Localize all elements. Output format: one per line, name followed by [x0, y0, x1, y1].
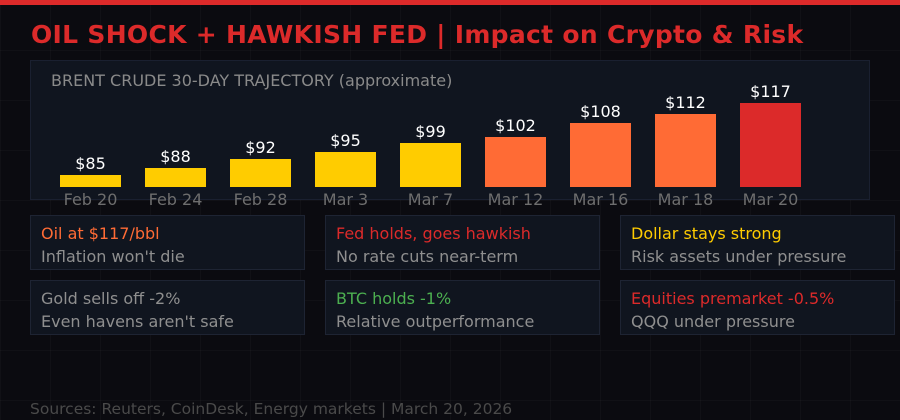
bar-value-label: $117: [750, 82, 791, 101]
bar-value-label: $102: [495, 116, 536, 135]
bar-mar-16: [570, 123, 631, 187]
bar-mar-3: [315, 152, 376, 187]
card-headline: Equities premarket -0.5%: [631, 289, 835, 308]
sources-footer: Sources: Reuters, CoinDesk, Energy marke…: [30, 400, 513, 418]
impact-card: Gold sells off -2% Even havens aren't saf…: [30, 280, 305, 335]
card-subtext: Even havens aren't safe: [41, 312, 234, 331]
card-subtext: Relative outperformance: [336, 312, 535, 331]
impact-card: Fed holds, goes hawkish No rate cuts near…: [325, 215, 600, 270]
card-subtext: No rate cuts near-term: [336, 247, 519, 266]
impact-card: Equities premarket -0.5% QQQ under pressu…: [620, 280, 895, 335]
x-axis-label: Mar 3: [322, 190, 369, 209]
bar-value-label: $95: [330, 131, 361, 150]
top-accent-bar: [0, 0, 900, 5]
bar-mar-20: [740, 103, 801, 187]
card-subtext: Risk assets under pressure: [631, 247, 847, 266]
bar-feb-28: [230, 159, 291, 187]
x-axis-label: Mar 16: [572, 190, 629, 209]
card-subtext: QQQ under pressure: [631, 312, 795, 331]
page-title: OIL SHOCK + HAWKISH FED | Impact on Cryp…: [31, 20, 804, 49]
card-headline: Fed holds, goes hawkish: [336, 224, 531, 243]
bar-value-label: $112: [665, 93, 706, 112]
x-axis-label: Mar 7: [407, 190, 454, 209]
x-axis-label: Feb 24: [148, 190, 203, 209]
x-axis-label: Mar 12: [487, 190, 544, 209]
bar-value-label: $92: [245, 138, 276, 157]
bar-mar-12: [485, 137, 546, 187]
brent-chart-panel: BRENT CRUDE 30-DAY TRAJECTORY (approxima…: [30, 60, 870, 209]
card-headline: Dollar stays strong: [631, 224, 782, 243]
x-axis-label: Mar 18: [657, 190, 714, 209]
impact-card: BTC holds -1% Relative outperformance: [325, 280, 600, 335]
impact-card: Dollar stays strong Risk assets under pre…: [620, 215, 895, 270]
bar-value-label: $99: [415, 122, 446, 141]
bar-mar-7: [400, 143, 461, 187]
bar-value-label: $108: [580, 102, 621, 121]
x-axis-label: Feb 28: [233, 190, 288, 209]
x-axis-label: Feb 20: [63, 190, 118, 209]
x-axis-label: Mar 20: [742, 190, 799, 209]
card-headline: BTC holds -1%: [336, 289, 452, 308]
bar-value-label: $85: [75, 154, 106, 173]
card-subtext: Inflation won't die: [41, 247, 185, 266]
chart-title: BRENT CRUDE 30-DAY TRAJECTORY (approxima…: [51, 71, 453, 90]
bar-feb-24: [145, 168, 206, 187]
card-headline: Gold sells off -2%: [41, 289, 181, 308]
bar-mar-18: [655, 114, 716, 187]
bar-feb-20: [60, 175, 121, 187]
card-headline: Oil at $117/bbl: [41, 224, 160, 243]
bar-value-label: $88: [160, 147, 191, 166]
impact-card: Oil at $117/bbl Inflation won't die: [30, 215, 305, 270]
